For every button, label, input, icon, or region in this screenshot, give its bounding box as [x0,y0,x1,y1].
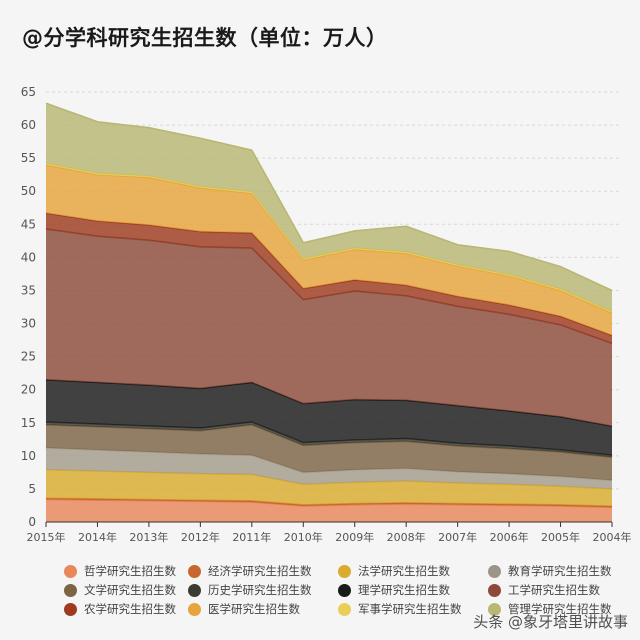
y-tick-label: 25 [21,350,36,364]
area-series [46,422,612,458]
legend-swatch-icon [188,564,201,578]
watermark-text: 头条 @象牙塔里讲故事 [473,613,628,631]
area-series [46,447,612,489]
legend-item[interactable]: 教育学研究生招生数 [488,563,634,579]
stacked-area-chart: 0 5 10 15 20 25 30 35 40 45 50 55 60 65 2015年 2014年 2013… [21,85,632,544]
legend-swatch-icon [488,564,501,578]
x-tick-label: 2010年 [284,530,323,544]
legend-item[interactable]: 军事学研究生招生数 [338,601,488,617]
area-series [46,164,612,336]
y-tick-label: 10 [21,449,36,463]
legend-label: 法学研究生招生数 [358,564,450,578]
legend-label: 教育学研究生招生数 [508,564,612,578]
y-tick-label: 65 [21,85,36,99]
legend-item[interactable]: 法学研究生招生数 [338,563,488,579]
area-series-line [45,102,613,292]
legend-item[interactable]: 管理学研究生招生数 [488,601,634,617]
chart-title: @分学科研究生招生数（单位：万人） [22,26,388,50]
x-tick-label: 2004年 [593,530,632,544]
legend-label: 经济学研究生招生数 [208,564,312,578]
legend-item[interactable]: 历史学研究生招生数 [188,582,338,598]
legend-swatch-icon [488,583,501,597]
x-tick-label: 2014年 [78,530,117,544]
legend-item[interactable]: 农学研究生招生数 [64,601,188,617]
y-tick-label: 45 [21,217,36,231]
legend-item[interactable]: 文学研究生招生数 [64,582,188,598]
y-tick-label: 5 [28,482,36,496]
legend-swatch-icon [488,602,501,616]
legend-item[interactable]: 医学研究生招生数 [188,601,338,617]
legend-swatch-icon [188,583,201,597]
legend-swatch-icon [64,564,77,578]
x-tick-label: 2008年 [387,530,426,544]
legend-label: 医学研究生招生数 [208,602,300,616]
area-series-line [45,498,613,509]
x-tick-label: 2011年 [232,530,271,544]
x-tick-label: 2005年 [541,530,580,544]
legend-item[interactable]: 哲学研究生招生数 [64,563,188,579]
legend-label: 哲学研究生招生数 [84,564,176,578]
x-tick-label: 2006年 [490,530,529,544]
legend-label: 工学研究生招生数 [508,583,600,597]
area-series [46,103,612,312]
x-tick-label: 2007年 [438,530,477,544]
legend-label: 文学研究生招生数 [84,583,176,597]
y-tick-label: 50 [21,184,36,198]
legend-label: 管理学研究生招生数 [508,602,612,616]
legend-swatch-icon [64,583,77,597]
y-tick-label: 30 [21,317,36,331]
legend-label: 军事学研究生招生数 [358,602,462,616]
area-series [46,213,612,344]
area-series [46,228,612,427]
legend-label: 历史学研究生招生数 [208,583,312,597]
y-tick-label: 40 [21,250,36,264]
legend-swatch-icon [188,602,201,616]
legend-swatch-icon [338,583,351,597]
y-tick-label: 60 [21,118,36,132]
area-series [46,379,612,456]
x-tick-label: 2015年 [27,530,66,544]
y-tick-label: 20 [21,383,36,397]
legend-label: 农学研究生招生数 [84,602,176,616]
legend-swatch-icon [64,602,77,616]
x-tick-label: 2012年 [181,530,220,544]
y-tick-label: 35 [21,283,36,297]
y-tick-label: 55 [21,151,36,165]
legend-label: 理学研究生招生数 [358,583,450,597]
x-tick-label: 2009年 [335,530,374,544]
x-tick-label: 2013年 [129,530,168,544]
y-tick-label: 0 [28,515,36,529]
legend-swatch-icon [338,564,351,578]
area-series [46,424,612,481]
legend-swatch-icon [338,602,351,616]
legend-item[interactable]: 经济学研究生招生数 [188,563,338,579]
y-tick-label: 15 [21,416,36,430]
area-series [46,469,612,507]
legend-item[interactable]: 理学研究生招生数 [338,582,488,598]
chart-legend: 哲学研究生招生数 经济学研究生招生数 法学研究生招生数 教育学研究生招生数文学研究生招… [64,563,634,617]
legend-item[interactable]: 工学研究生招生数 [488,582,634,598]
